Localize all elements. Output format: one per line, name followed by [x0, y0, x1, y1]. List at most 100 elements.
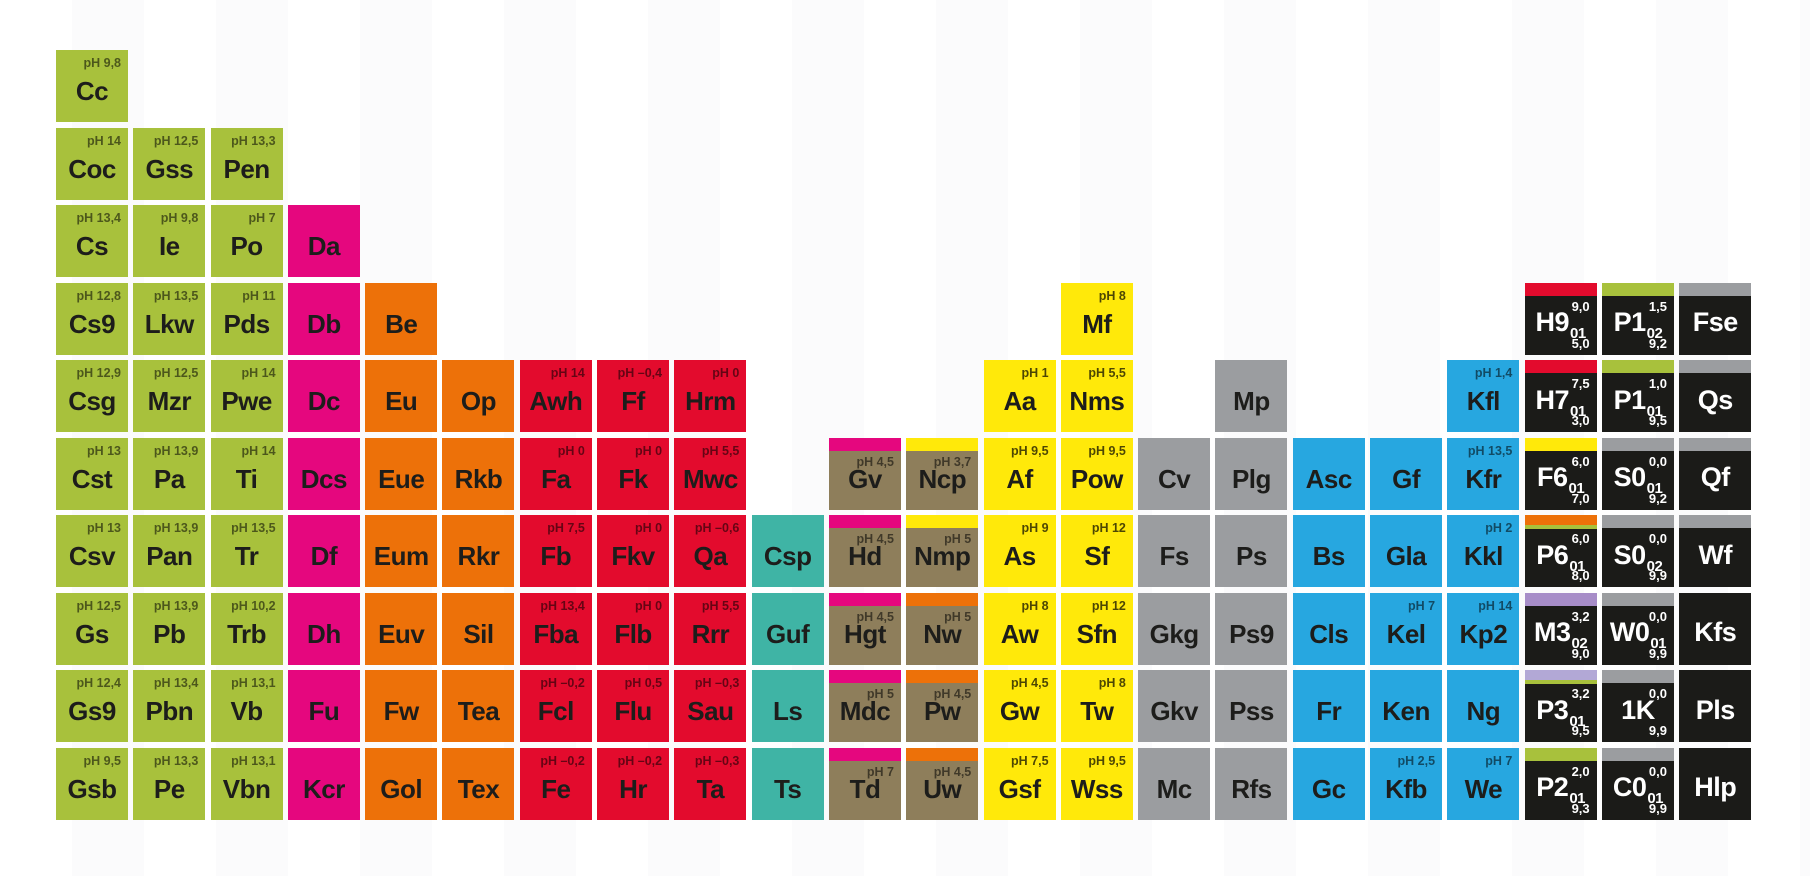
tile-symbol: Fse	[1693, 309, 1739, 336]
tile-symbol: Mc	[1157, 776, 1193, 802]
symbol-text: Ps9	[1229, 618, 1274, 649]
top-value: 0,0	[1648, 453, 1667, 469]
tile-symbol: Gs9	[68, 698, 116, 724]
tile-Pds: pH 11 Pds	[210, 282, 283, 355]
tile-symbol: Gsf	[999, 776, 1041, 802]
ph-label: pH 0,5	[624, 676, 663, 690]
tile-Gkv: Gkv	[1138, 670, 1211, 742]
tile-Euv: Euv	[365, 592, 438, 665]
tile-symbol: Wf	[1698, 539, 1732, 570]
top-value: 1,5	[1648, 298, 1667, 314]
ph-label: pH 1	[1021, 366, 1049, 380]
symbol-text: Mwc	[682, 463, 738, 494]
symbol-text: Flu	[614, 696, 652, 726]
tile-symbol: Da	[308, 233, 341, 259]
tile-subscript: 01	[1647, 790, 1664, 807]
symbol-text: Pss	[1229, 696, 1274, 726]
tile-symbol: Cs9	[69, 311, 116, 337]
tile-Rfs: Rfs	[1215, 747, 1288, 820]
symbol-text: Hlp	[1694, 772, 1737, 802]
ph-label: pH –0,2	[617, 753, 663, 768]
symbol-text: Df	[310, 541, 338, 571]
tile-Kp2: pH 14 Kp2	[1447, 592, 1520, 665]
top-value: 2,0	[1571, 763, 1590, 779]
tile-Ls: Ls	[751, 670, 824, 742]
tile-top-stripe	[828, 592, 901, 606]
tile-symbol: Kkl	[1464, 543, 1503, 569]
tile-symbol: Tr	[235, 543, 259, 569]
ph-label: pH 7,5	[1011, 753, 1049, 768]
tile-symbol: Fu	[309, 698, 340, 724]
tile-symbol: Qs	[1698, 386, 1734, 414]
tile-symbol: Ta	[697, 776, 725, 802]
tile-subscript: 01	[1650, 635, 1667, 652]
tile-Hrm: pH 0 Hrm	[674, 360, 747, 432]
tile-top-stripe	[1679, 360, 1752, 373]
tile-Nms: pH 5,5 Nms	[1060, 360, 1133, 432]
symbol-text: Tr	[234, 541, 259, 571]
ph-label: pH 5,5	[1088, 366, 1126, 380]
tile-Cc: pH 9,8 Cc	[56, 50, 128, 122]
symbol-text: Sf	[1084, 541, 1110, 571]
tile-symbol: Hd	[848, 543, 882, 569]
symbol-text: Gsf	[998, 773, 1041, 804]
tile-symbol: M302	[1534, 617, 1588, 652]
symbol-text: Qa	[693, 541, 728, 571]
tile-symbol: Pa	[154, 466, 185, 492]
ph-label: pH –0,6	[694, 521, 740, 535]
bottom-value: 9,5	[1571, 723, 1590, 738]
bottom-value: 9,9	[1648, 723, 1667, 738]
top-value: 3,2	[1571, 608, 1590, 624]
tile-symbol: Hlp	[1694, 772, 1737, 802]
tile-Ta: pH –0,3 Ta	[674, 747, 747, 820]
tile-Cls: Cls	[1292, 592, 1365, 665]
tile-symbol: Asc	[1305, 463, 1353, 494]
tile-Asc: Asc	[1292, 437, 1365, 510]
tile-Fa: pH 0 Fa	[519, 437, 592, 510]
tile-symbol: Vb	[230, 698, 263, 724]
symbol-text: 1K	[1621, 694, 1655, 725]
tile-Mwc: pH 5,5 Mwc	[674, 437, 747, 510]
tile-symbol: Sil	[463, 621, 494, 647]
tile-symbol: Hrm	[685, 388, 736, 414]
symbol-text: M3	[1534, 617, 1571, 647]
symbol-text: Qf	[1700, 462, 1731, 492]
tile-symbol: Pow	[1071, 466, 1123, 492]
symbol-text: Uw	[923, 773, 962, 804]
tile-top-stripe	[1524, 592, 1597, 606]
tile-symbol: Kp2	[1460, 621, 1508, 647]
symbol-text: Csv	[68, 541, 116, 571]
bottom-value: 5,0	[1571, 335, 1590, 351]
tile-top-stripe	[906, 515, 979, 528]
tile-symbol: Gla	[1386, 543, 1427, 569]
tile-S0: 0,0 S001 9,2	[1601, 437, 1674, 510]
tile-Op: Op	[442, 360, 515, 432]
tile-symbol: H701	[1536, 386, 1587, 419]
tile-top-stripe	[1601, 670, 1674, 683]
tile-Gol: Gol	[365, 747, 438, 820]
tile-symbol: Ng	[1467, 698, 1501, 724]
tile-top-stripe	[1601, 515, 1674, 528]
tile-Pe: pH 13,3 Pe	[133, 747, 206, 820]
tile-symbol: Pls	[1696, 696, 1736, 724]
symbol-text: Wf	[1698, 539, 1732, 570]
symbol-text: Asc	[1305, 463, 1353, 494]
ph-label: pH –0,4	[617, 366, 663, 380]
tile-Mf: pH 8 Mf	[1060, 282, 1133, 355]
tile-symbol: Ie	[159, 233, 180, 259]
tile-subscript: 01	[1570, 325, 1586, 342]
bottom-value: 9,0	[1571, 645, 1590, 661]
tile-subscript: 01	[1570, 402, 1586, 420]
ph-label: pH 13,9	[153, 521, 199, 535]
symbol-text: Gss	[145, 153, 194, 184]
ph-label: pH 14	[241, 443, 276, 458]
symbol-text: Pa	[153, 463, 185, 494]
tile-Pb: pH 13,9 Pb	[133, 592, 206, 665]
tile-P3: 3,2 P301 9,5	[1524, 670, 1597, 742]
tile-Kcr: Kcr	[287, 747, 360, 820]
symbol-text: Aw	[1000, 618, 1039, 649]
ph-label: pH 13,5	[1467, 443, 1513, 458]
tile-symbol: Gol	[380, 776, 422, 802]
bottom-value: 9,2	[1648, 490, 1667, 506]
tile-symbol: P601	[1536, 541, 1585, 574]
